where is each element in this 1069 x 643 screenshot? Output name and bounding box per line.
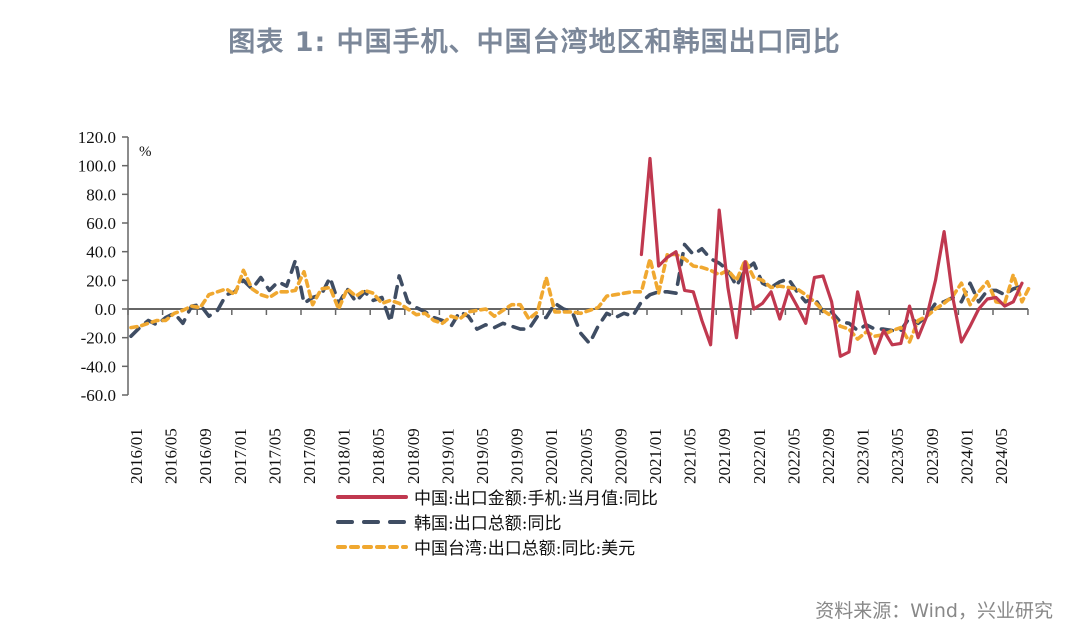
x-tick-label: 2017/01 (231, 428, 250, 484)
x-tick-label: 2016/09 (196, 428, 215, 484)
legend-item-korea: 韩国:出口总额:同比 (336, 509, 658, 534)
x-tick-label: 2017/05 (265, 428, 284, 484)
x-tick-label: 2018/01 (335, 428, 354, 484)
y-tick-label: 120.0 (78, 128, 116, 147)
unit-label: % (139, 144, 152, 160)
x-tick-label: 2020/05 (577, 428, 596, 484)
x-tick-label: 2019/09 (508, 428, 527, 484)
x-tick-label: 2023/01 (854, 428, 873, 484)
x-tick-label: 2020/01 (542, 428, 561, 484)
series-china-phone (639, 156, 1024, 358)
x-tick-label: 2016/01 (127, 428, 146, 484)
y-tick-label: 40.0 (86, 243, 116, 262)
x-tick-label: 2018/05 (369, 428, 388, 484)
y-tick-label: 0.0 (95, 300, 116, 319)
legend-label: 中国:出口金额:手机:当月值:同比 (414, 489, 658, 509)
legend: 中国:出口金额:手机:当月值:同比 韩国:出口总额:同比 中国台湾:出口总额:同… (336, 484, 658, 559)
x-tick-label: 2018/09 (404, 428, 423, 484)
source-note: 资料来源：Wind，兴业研究 (815, 600, 1053, 622)
x-tick-label: 2024/01 (957, 428, 976, 484)
x-tick-label: 2020/09 (611, 428, 630, 484)
y-tick-label: 60.0 (86, 214, 116, 233)
chart-title: 图表 1: 中国手机、中国台湾地区和韩国出口同比 (228, 27, 841, 58)
y-axis: 120.0 100.0 80.0 60.0 40.0 20.0 0.0 -20.0 -40.0 -… (78, 128, 129, 405)
x-tick-label: 2022/01 (750, 428, 769, 484)
y-tick-label: 80.0 (86, 185, 116, 204)
x-tick-label: 2023/09 (923, 428, 942, 484)
x-axis: 2016/01 2016/05 2016/09 2017/01 2017/05 2017/… (127, 308, 1029, 484)
solid-line-swatch-icon (336, 494, 408, 499)
legend-label: 韩国:出口总额:同比 (414, 514, 562, 534)
y-tick-label: -60.0 (81, 386, 116, 405)
x-tick-label: 2021/01 (646, 428, 665, 484)
series-korea (129, 242, 1024, 346)
y-tick-label: -40.0 (81, 357, 116, 376)
x-tick-label: 2022/09 (819, 428, 838, 484)
y-tick-label: 20.0 (86, 271, 116, 290)
x-tick-label: 2017/09 (300, 428, 319, 484)
x-tick-label: 2024/05 (992, 428, 1011, 484)
x-tick-label: 2019/01 (438, 428, 457, 484)
series-taiwan (129, 252, 1033, 344)
series-layer (129, 156, 1033, 358)
x-tick-label: 2023/05 (888, 428, 907, 484)
x-tick-label: 2021/05 (681, 428, 700, 484)
x-tick-label: 2019/05 (473, 428, 492, 484)
x-tick-label: 2021/09 (715, 428, 734, 484)
dashed-line-swatch-icon (336, 519, 408, 524)
legend-label: 中国台湾:出口总额:同比:美元 (414, 539, 636, 559)
legend-item-taiwan: 中国台湾:出口总额:同比:美元 (336, 534, 658, 559)
y-tick-label: -20.0 (81, 329, 116, 348)
dotted-line-swatch-icon (336, 544, 408, 549)
x-tick-label: 2022/05 (784, 428, 803, 484)
legend-item-china-phone: 中国:出口金额:手机:当月值:同比 (336, 484, 658, 509)
x-tick-label: 2016/05 (162, 428, 181, 484)
y-tick-label: 100.0 (78, 157, 116, 176)
